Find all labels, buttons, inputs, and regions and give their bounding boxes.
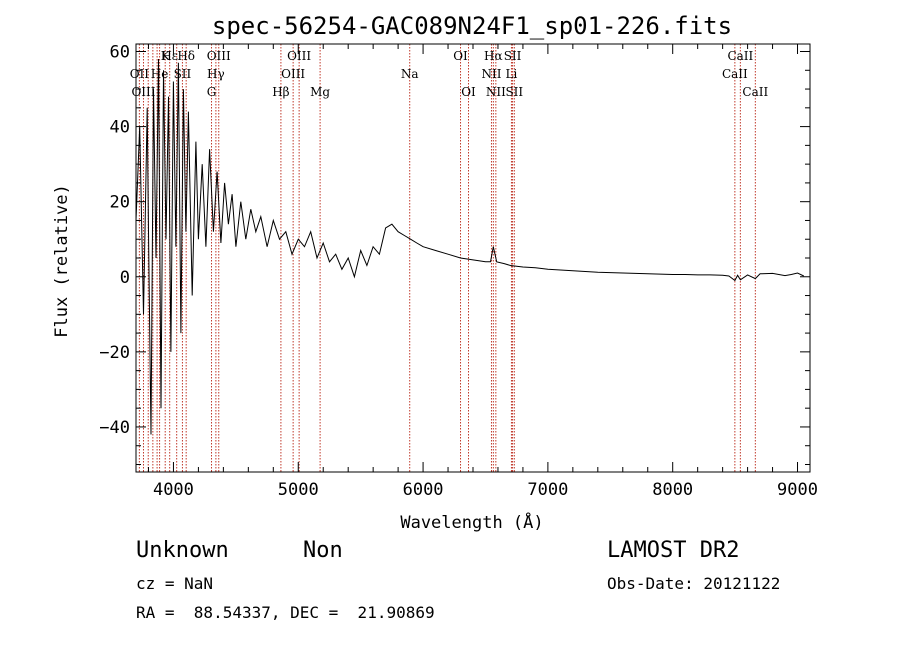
y-axis-label: Flux (relative) <box>52 184 72 338</box>
x-tick-label: 9000 <box>777 480 818 500</box>
line-label-SII-top: SII <box>504 49 522 63</box>
observation-date: Obs-Date: 20121122 <box>607 574 781 593</box>
ra-dec-coordinates: RA = 88.54337, DEC = 21.90869 <box>136 603 435 622</box>
line-label-Hε: Hε <box>161 49 178 63</box>
line-label-Hδ: Hδ <box>177 49 195 63</box>
line-label-K: K <box>161 49 171 63</box>
line-label-NII-6548: NII <box>481 67 501 81</box>
line-label-CaII-low: CaII <box>742 85 768 99</box>
line-label-OIII-4959: OIII <box>281 67 305 81</box>
y-tick-label: 60 <box>110 43 130 63</box>
line-label-Hγ: Hγ <box>207 67 225 81</box>
x-tick-label: 5000 <box>278 480 319 500</box>
object-subclass: Non <box>303 538 343 563</box>
y-tick-label: 40 <box>110 118 130 138</box>
line-label-Na: Na <box>401 67 419 81</box>
line-label-OIII-4363: OIII <box>207 49 231 63</box>
line-label-CaII-mid: CaII <box>722 67 748 81</box>
line-label-NII-6583: NII <box>486 85 506 99</box>
line-label-G: G <box>207 85 217 99</box>
chart-title: spec-56254-GAC089N24F1_sp01-226.fits <box>212 12 732 40</box>
plot-frame <box>135 43 811 473</box>
line-label-OI-6300: OI <box>453 49 468 63</box>
x-tick-label: 6000 <box>403 480 444 500</box>
line-label-He: He <box>151 67 169 81</box>
line-label-SII-4068: SII <box>174 67 192 81</box>
redshift-cz: cz = NaN <box>136 574 214 593</box>
line-label-SII-6731: SII <box>505 85 523 99</box>
x-tick-label: 7000 <box>527 480 568 500</box>
spectrum-line <box>135 58 805 435</box>
y-tick-label: −40 <box>99 418 130 438</box>
line-label-Mg: Mg <box>310 85 330 99</box>
x-tick-label: 4000 <box>153 480 194 500</box>
x-axis-label: Wavelength (Å) <box>400 511 543 533</box>
y-tick-label: 20 <box>110 193 130 213</box>
object-class: Unknown <box>136 538 229 563</box>
plot-area: 4000 5000 6000 7000 8000 9000 −40 −20 0 20 40 60 HεK… <box>99 43 818 500</box>
line-label-OIII-5007: OIII <box>287 49 311 63</box>
line-label-Hα: Hα <box>484 49 503 63</box>
line-label-Hβ: Hβ <box>272 85 289 99</box>
line-label-Li: Li <box>506 67 518 81</box>
line-label-CaII-top: CaII <box>727 49 753 63</box>
survey-name: LAMOST DR2 <box>607 538 740 563</box>
y-tick-label: −20 <box>99 343 130 363</box>
line-label-OIII-3869: OIII <box>131 85 155 99</box>
y-tick-label: 0 <box>120 268 130 288</box>
line-label-OI-6364: OI <box>461 85 476 99</box>
x-tick-label: 8000 <box>652 480 693 500</box>
line-label-OII: OII <box>130 67 150 81</box>
